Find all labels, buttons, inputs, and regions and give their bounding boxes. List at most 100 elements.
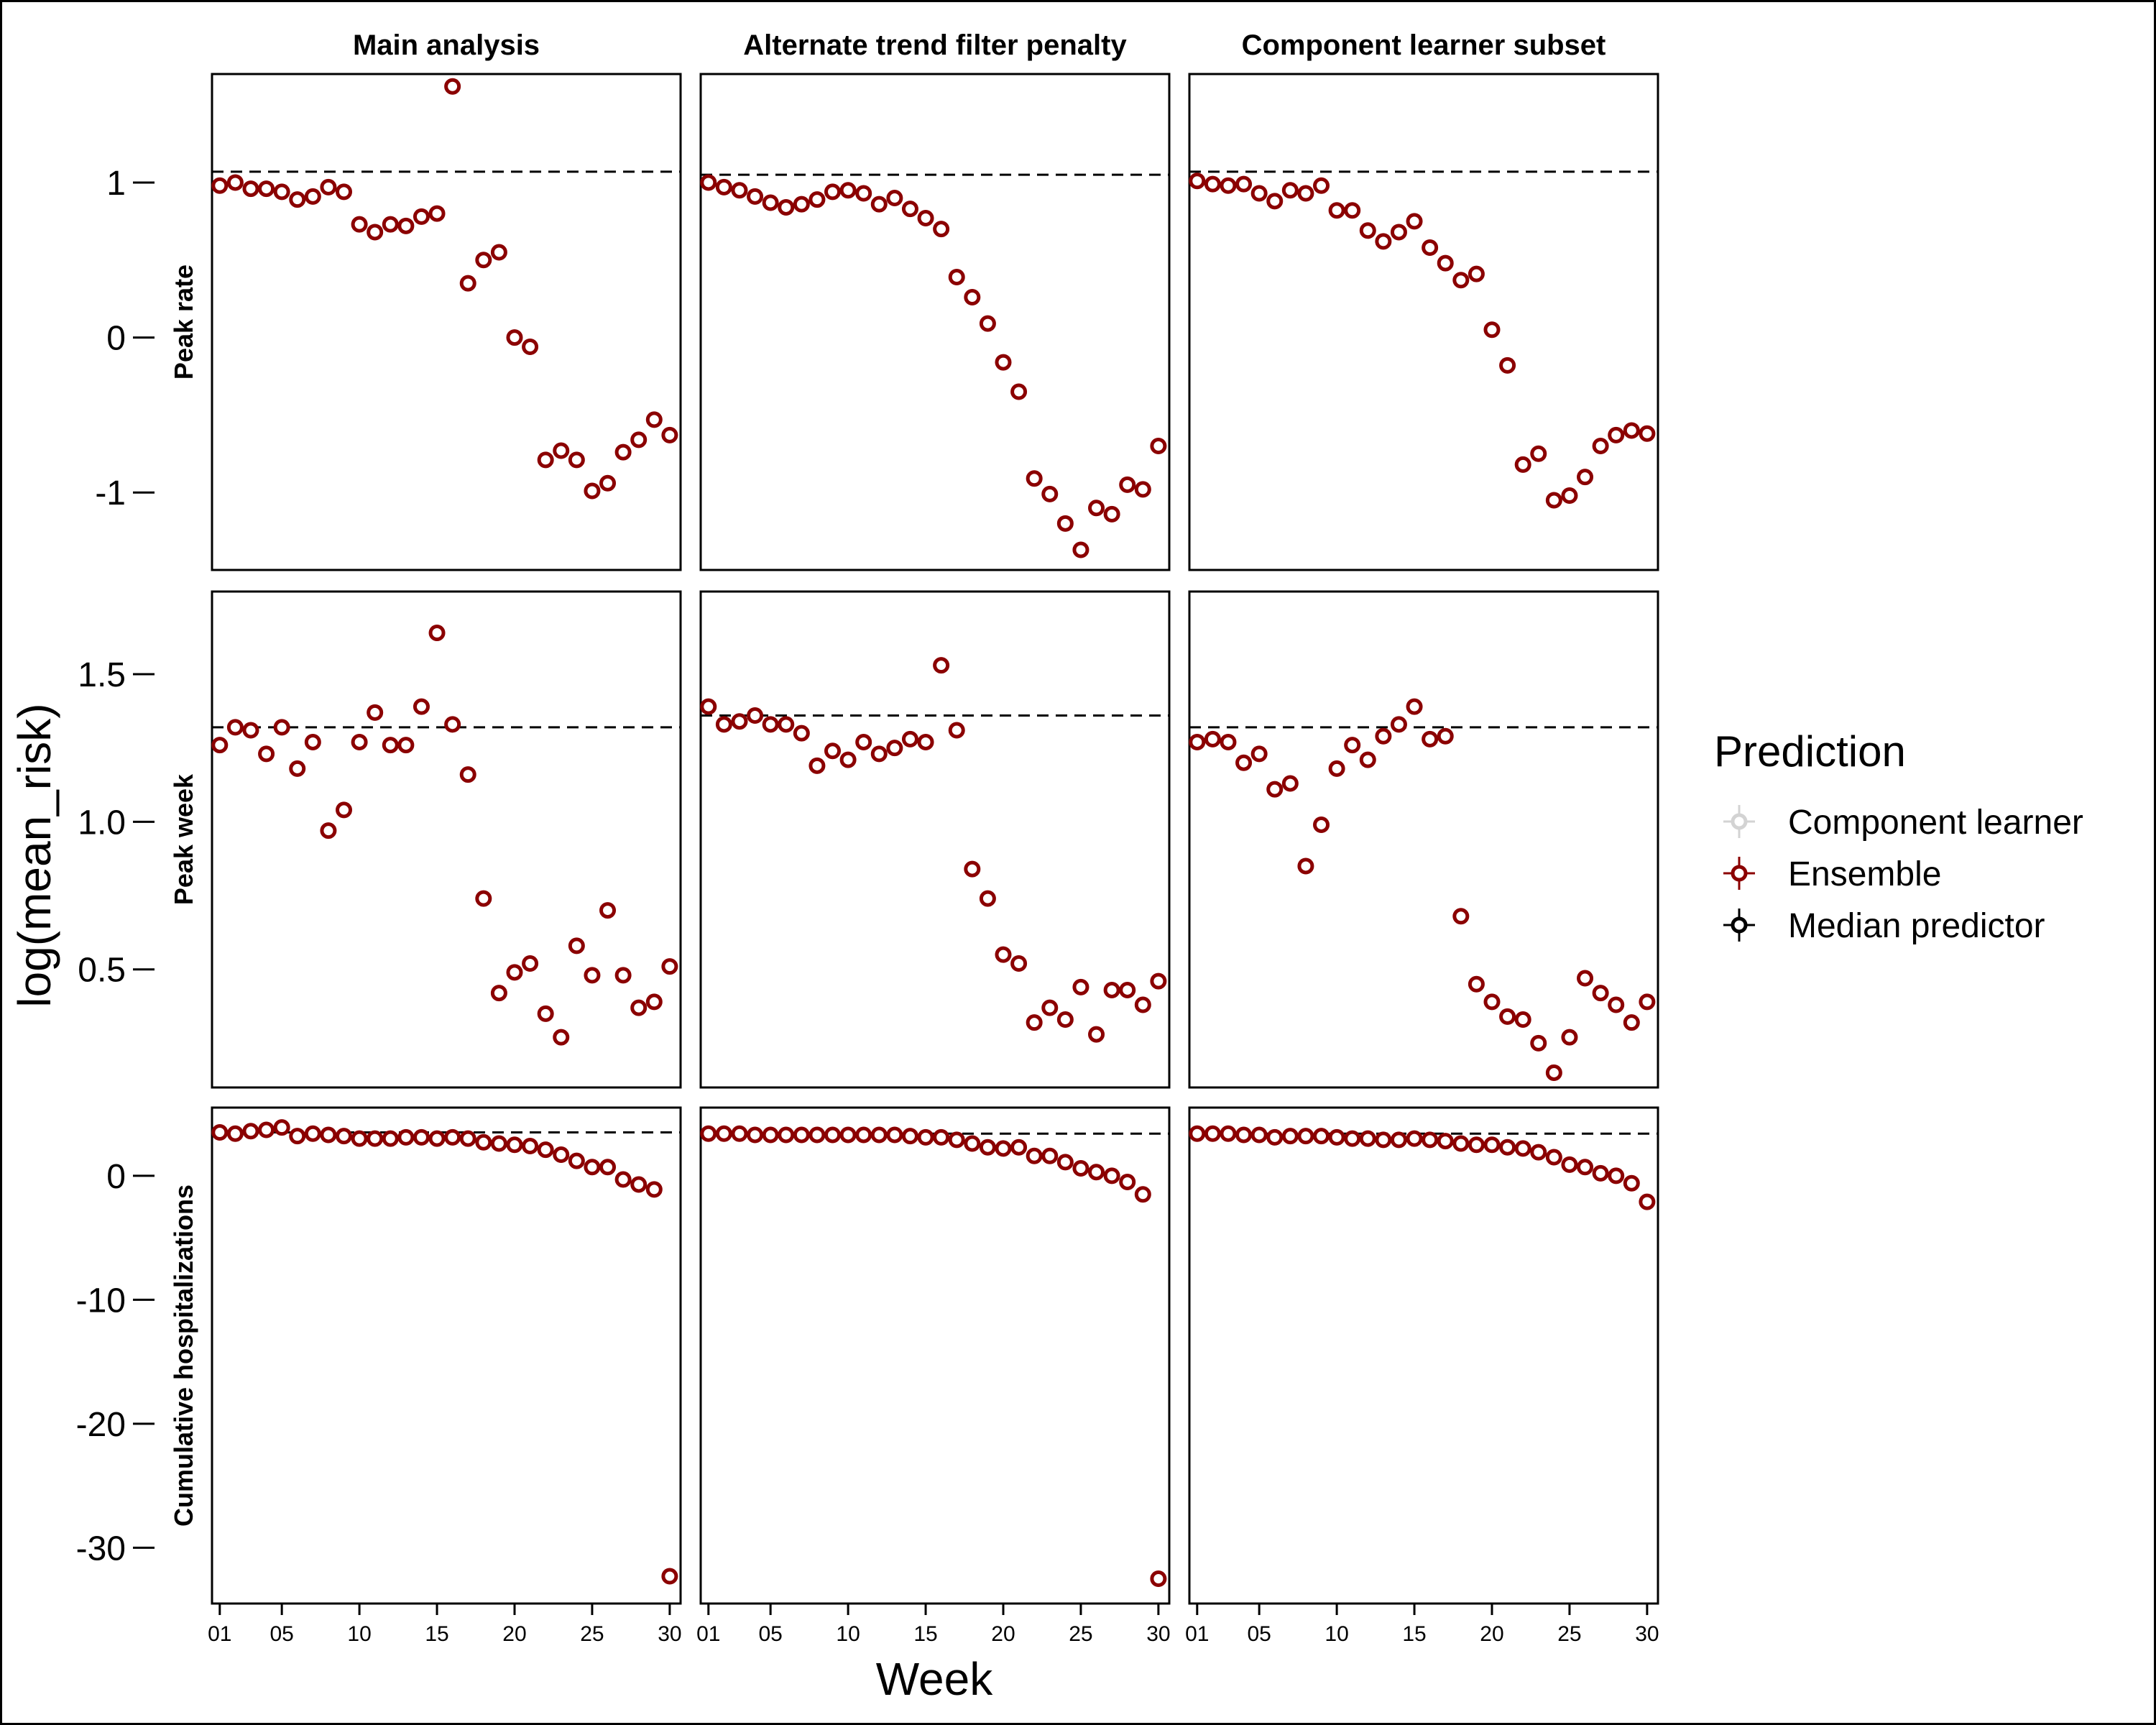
panel-peak-week-main-analysis-point-week-16 — [444, 716, 461, 733]
panel-peak-week-main-analysis-point-week-12 — [382, 737, 399, 754]
panel-peak-week-component-learner-subset-point-week-2 — [1204, 730, 1221, 748]
panel-peak-rate-main-analysis-point-week-15 — [428, 205, 446, 222]
panel-peak-week-main-analysis-point-week-3 — [242, 722, 259, 739]
panel-peak-rate-component-learner-subset-point-week-24 — [1545, 492, 1562, 509]
panel-cumulative-hospitalizations-alternate-trend-filter-penalty-point-week-13 — [886, 1126, 903, 1144]
panel-peak-rate-main-analysis-point-week-6 — [289, 191, 306, 208]
panel-peak-week-component-learner-subset-border — [1188, 590, 1659, 1089]
panel-peak-week-component-learner-subset-point-week-3 — [1220, 733, 1237, 750]
panel-peak-rate-alternate-trend-filter-penalty-point-week-10 — [839, 182, 857, 199]
x-tick-label-component-learner-subset-01: 01 — [1185, 1622, 1209, 1646]
x-tick-label-alternate-trend-filter-penalty-01: 01 — [696, 1622, 720, 1646]
panel-cumulative-hospitalizations-alternate-trend-filter-penalty-border — [699, 1106, 1171, 1605]
row-title-cumulative-hospitalizations: Cumulative hospitalizations — [169, 1184, 198, 1527]
legend: Prediction Component learner Ensemble Me… — [1714, 727, 2083, 945]
panel-cumulative-hospitalizations-component-learner-subset-point-week-25 — [1561, 1156, 1578, 1173]
panel-cumulative-hospitalizations-component-learner-subset-point-week-7 — [1281, 1128, 1299, 1145]
panel-peak-week-component-learner-subset-point-week-7 — [1281, 775, 1299, 792]
panel-peak-week-main-analysis-point-week-19 — [490, 985, 507, 1002]
x-tick-label-component-learner-subset-15: 15 — [1402, 1622, 1426, 1646]
panel-cumulative-hospitalizations-main-analysis-point-week-17 — [459, 1130, 476, 1147]
panel-peak-rate-main-analysis-point-week-13 — [397, 217, 415, 234]
panel-peak-week-alternate-trend-filter-penalty-point-week-15 — [917, 733, 934, 750]
panel-peak-rate-alternate-trend-filter-penalty-point-week-21 — [1010, 383, 1028, 400]
legend-key-median-predictor-point — [1731, 916, 1748, 934]
panel-peak-rate-alternate-trend-filter-penalty-point-week-5 — [762, 194, 779, 211]
panel-cumulative-hospitalizations-main-analysis-point-week-19 — [490, 1135, 507, 1152]
panel-cumulative-hospitalizations-main-analysis-point-week-24 — [568, 1152, 585, 1169]
panel-peak-rate-component-learner-subset-point-week-12 — [1359, 222, 1376, 239]
panel-peak-rate-component-learner-subset-point-week-3 — [1220, 177, 1237, 194]
panel-peak-week-alternate-trend-filter-penalty-point-week-24 — [1056, 1011, 1074, 1029]
panel-peak-rate-alternate-trend-filter-penalty-point-week-4 — [747, 188, 764, 205]
panel-cumulative-hospitalizations-component-learner-subset-point-week-13 — [1375, 1131, 1392, 1149]
panel-peak-week-main-analysis-point-week-1 — [211, 737, 229, 754]
panel-cumulative-hospitalizations-main-analysis-point-week-12 — [382, 1130, 399, 1147]
panel-peak-week-component-learner-subset-point-week-26 — [1577, 970, 1594, 987]
panel-peak-rate-main-analysis-point-week-1 — [211, 177, 229, 194]
panel-peak-rate-alternate-trend-filter-penalty — [699, 73, 1171, 571]
panel-cumulative-hospitalizations-main-analysis-point-week-22 — [537, 1141, 554, 1159]
panel-peak-rate-component-learner-subset — [1188, 73, 1659, 571]
panel-peak-week-component-learner-subset-point-week-8 — [1297, 857, 1314, 875]
panel-peak-rate-alternate-trend-filter-penalty-point-week-25 — [1072, 541, 1089, 558]
panel-peak-rate-main-analysis-point-week-30 — [661, 426, 678, 443]
panel-cumulative-hospitalizations-alternate-trend-filter-penalty-point-week-14 — [901, 1128, 918, 1145]
panel-peak-week-main-analysis-point-week-7 — [304, 733, 321, 750]
panel-peak-rate-main-analysis-point-week-10 — [351, 216, 368, 233]
panel-peak-week-main-analysis-point-week-13 — [397, 737, 415, 754]
x-tick-label-main-analysis-30: 30 — [658, 1622, 681, 1646]
panel-peak-week-component-learner-subset-point-week-19 — [1468, 975, 1485, 993]
panel-peak-week-main-analysis-point-week-4 — [258, 745, 275, 763]
panel-peak-rate-component-learner-subset-point-week-5 — [1250, 185, 1268, 202]
panel-peak-week-alternate-trend-filter-penalty-point-week-11 — [855, 733, 872, 750]
panel-cumulative-hospitalizations-component-learner-subset-point-week-29 — [1623, 1174, 1640, 1192]
panel-cumulative-hospitalizations-component-learner-subset-point-week-5 — [1250, 1126, 1268, 1144]
panel-cumulative-hospitalizations-main-analysis-point-week-2 — [226, 1125, 244, 1142]
panel-peak-rate-alternate-trend-filter-penalty-point-week-20 — [995, 354, 1012, 371]
panel-peak-rate-alternate-trend-filter-penalty-point-week-7 — [793, 196, 810, 213]
panel-peak-rate-component-learner-subset-border — [1188, 73, 1659, 571]
panel-peak-rate-main-analysis-point-week-25 — [584, 482, 601, 500]
panel-peak-rate-alternate-trend-filter-penalty-point-week-13 — [886, 190, 903, 206]
panel-peak-rate-main-analysis-point-week-5 — [273, 183, 290, 201]
panel-peak-week-alternate-trend-filter-penalty-point-week-1 — [700, 698, 717, 715]
y-tick-label-peak-week-1-0: 1.0 — [78, 804, 126, 842]
panel-cumulative-hospitalizations-component-learner-subset-point-week-18 — [1452, 1135, 1470, 1152]
legend-key-component-learner-point — [1731, 813, 1748, 830]
panel-cumulative-hospitalizations-component-learner-subset-point-week-4 — [1235, 1126, 1253, 1144]
panel-peak-rate-component-learner-subset-point-week-10 — [1328, 202, 1345, 219]
panel-peak-week-main-analysis-point-week-28 — [630, 999, 648, 1016]
panel-peak-week-alternate-trend-filter-penalty-point-week-16 — [933, 657, 950, 674]
panel-peak-rate-main-analysis-point-week-19 — [490, 244, 507, 261]
panel-peak-week-main-analysis-point-week-11 — [367, 704, 384, 721]
panel-peak-rate-component-learner-subset-point-week-14 — [1390, 224, 1407, 241]
panel-peak-rate-main-analysis — [211, 73, 682, 571]
panel-cumulative-hospitalizations-alternate-trend-filter-penalty-point-week-4 — [747, 1126, 764, 1144]
panel-cumulative-hospitalizations-alternate-trend-filter-penalty-point-week-28 — [1119, 1174, 1136, 1190]
panel-cumulative-hospitalizations-component-learner-subset-point-week-9 — [1313, 1128, 1330, 1145]
panel-cumulative-hospitalizations-main-analysis-point-week-20 — [506, 1136, 523, 1154]
panel-cumulative-hospitalizations-component-learner-subset-point-week-19 — [1468, 1136, 1485, 1154]
panel-peak-week-alternate-trend-filter-penalty — [699, 590, 1171, 1089]
panel-peak-rate-main-analysis-point-week-11 — [367, 224, 384, 241]
panel-cumulative-hospitalizations-component-learner-subset-point-week-27 — [1592, 1164, 1609, 1182]
panel-peak-week-component-learner-subset-point-week-1 — [1189, 733, 1206, 750]
panel-peak-rate-alternate-trend-filter-penalty-point-week-6 — [778, 198, 795, 216]
panel-peak-week-component-learner-subset-point-week-20 — [1483, 993, 1501, 1011]
y-tick-label-cumulative-hospitalizations-10: -10 — [76, 1282, 126, 1320]
panel-cumulative-hospitalizations-component-learner-subset-point-week-22 — [1514, 1140, 1531, 1157]
panel-peak-week-component-learner-subset-point-week-15 — [1406, 698, 1423, 715]
panel-cumulative-hospitalizations-alternate-trend-filter-penalty-point-week-8 — [808, 1126, 826, 1144]
panel-cumulative-hospitalizations-main-analysis-point-week-13 — [397, 1128, 415, 1146]
panel-peak-rate-component-learner-subset-point-week-9 — [1313, 177, 1330, 194]
panel-cumulative-hospitalizations-alternate-trend-filter-penalty-point-week-18 — [964, 1135, 981, 1152]
panel-peak-rate-alternate-trend-filter-penalty-point-week-17 — [948, 268, 965, 285]
panel-cumulative-hospitalizations-main-analysis-point-week-7 — [304, 1125, 321, 1142]
panel-peak-week-alternate-trend-filter-penalty-border — [699, 590, 1171, 1089]
panel-peak-week-component-learner-subset-point-week-22 — [1514, 1011, 1531, 1029]
panel-peak-rate-alternate-trend-filter-penalty-point-week-27 — [1103, 505, 1120, 523]
panel-peak-week-alternate-trend-filter-penalty-point-week-28 — [1119, 981, 1136, 998]
panel-cumulative-hospitalizations-component-learner-subset-point-week-21 — [1499, 1138, 1516, 1156]
